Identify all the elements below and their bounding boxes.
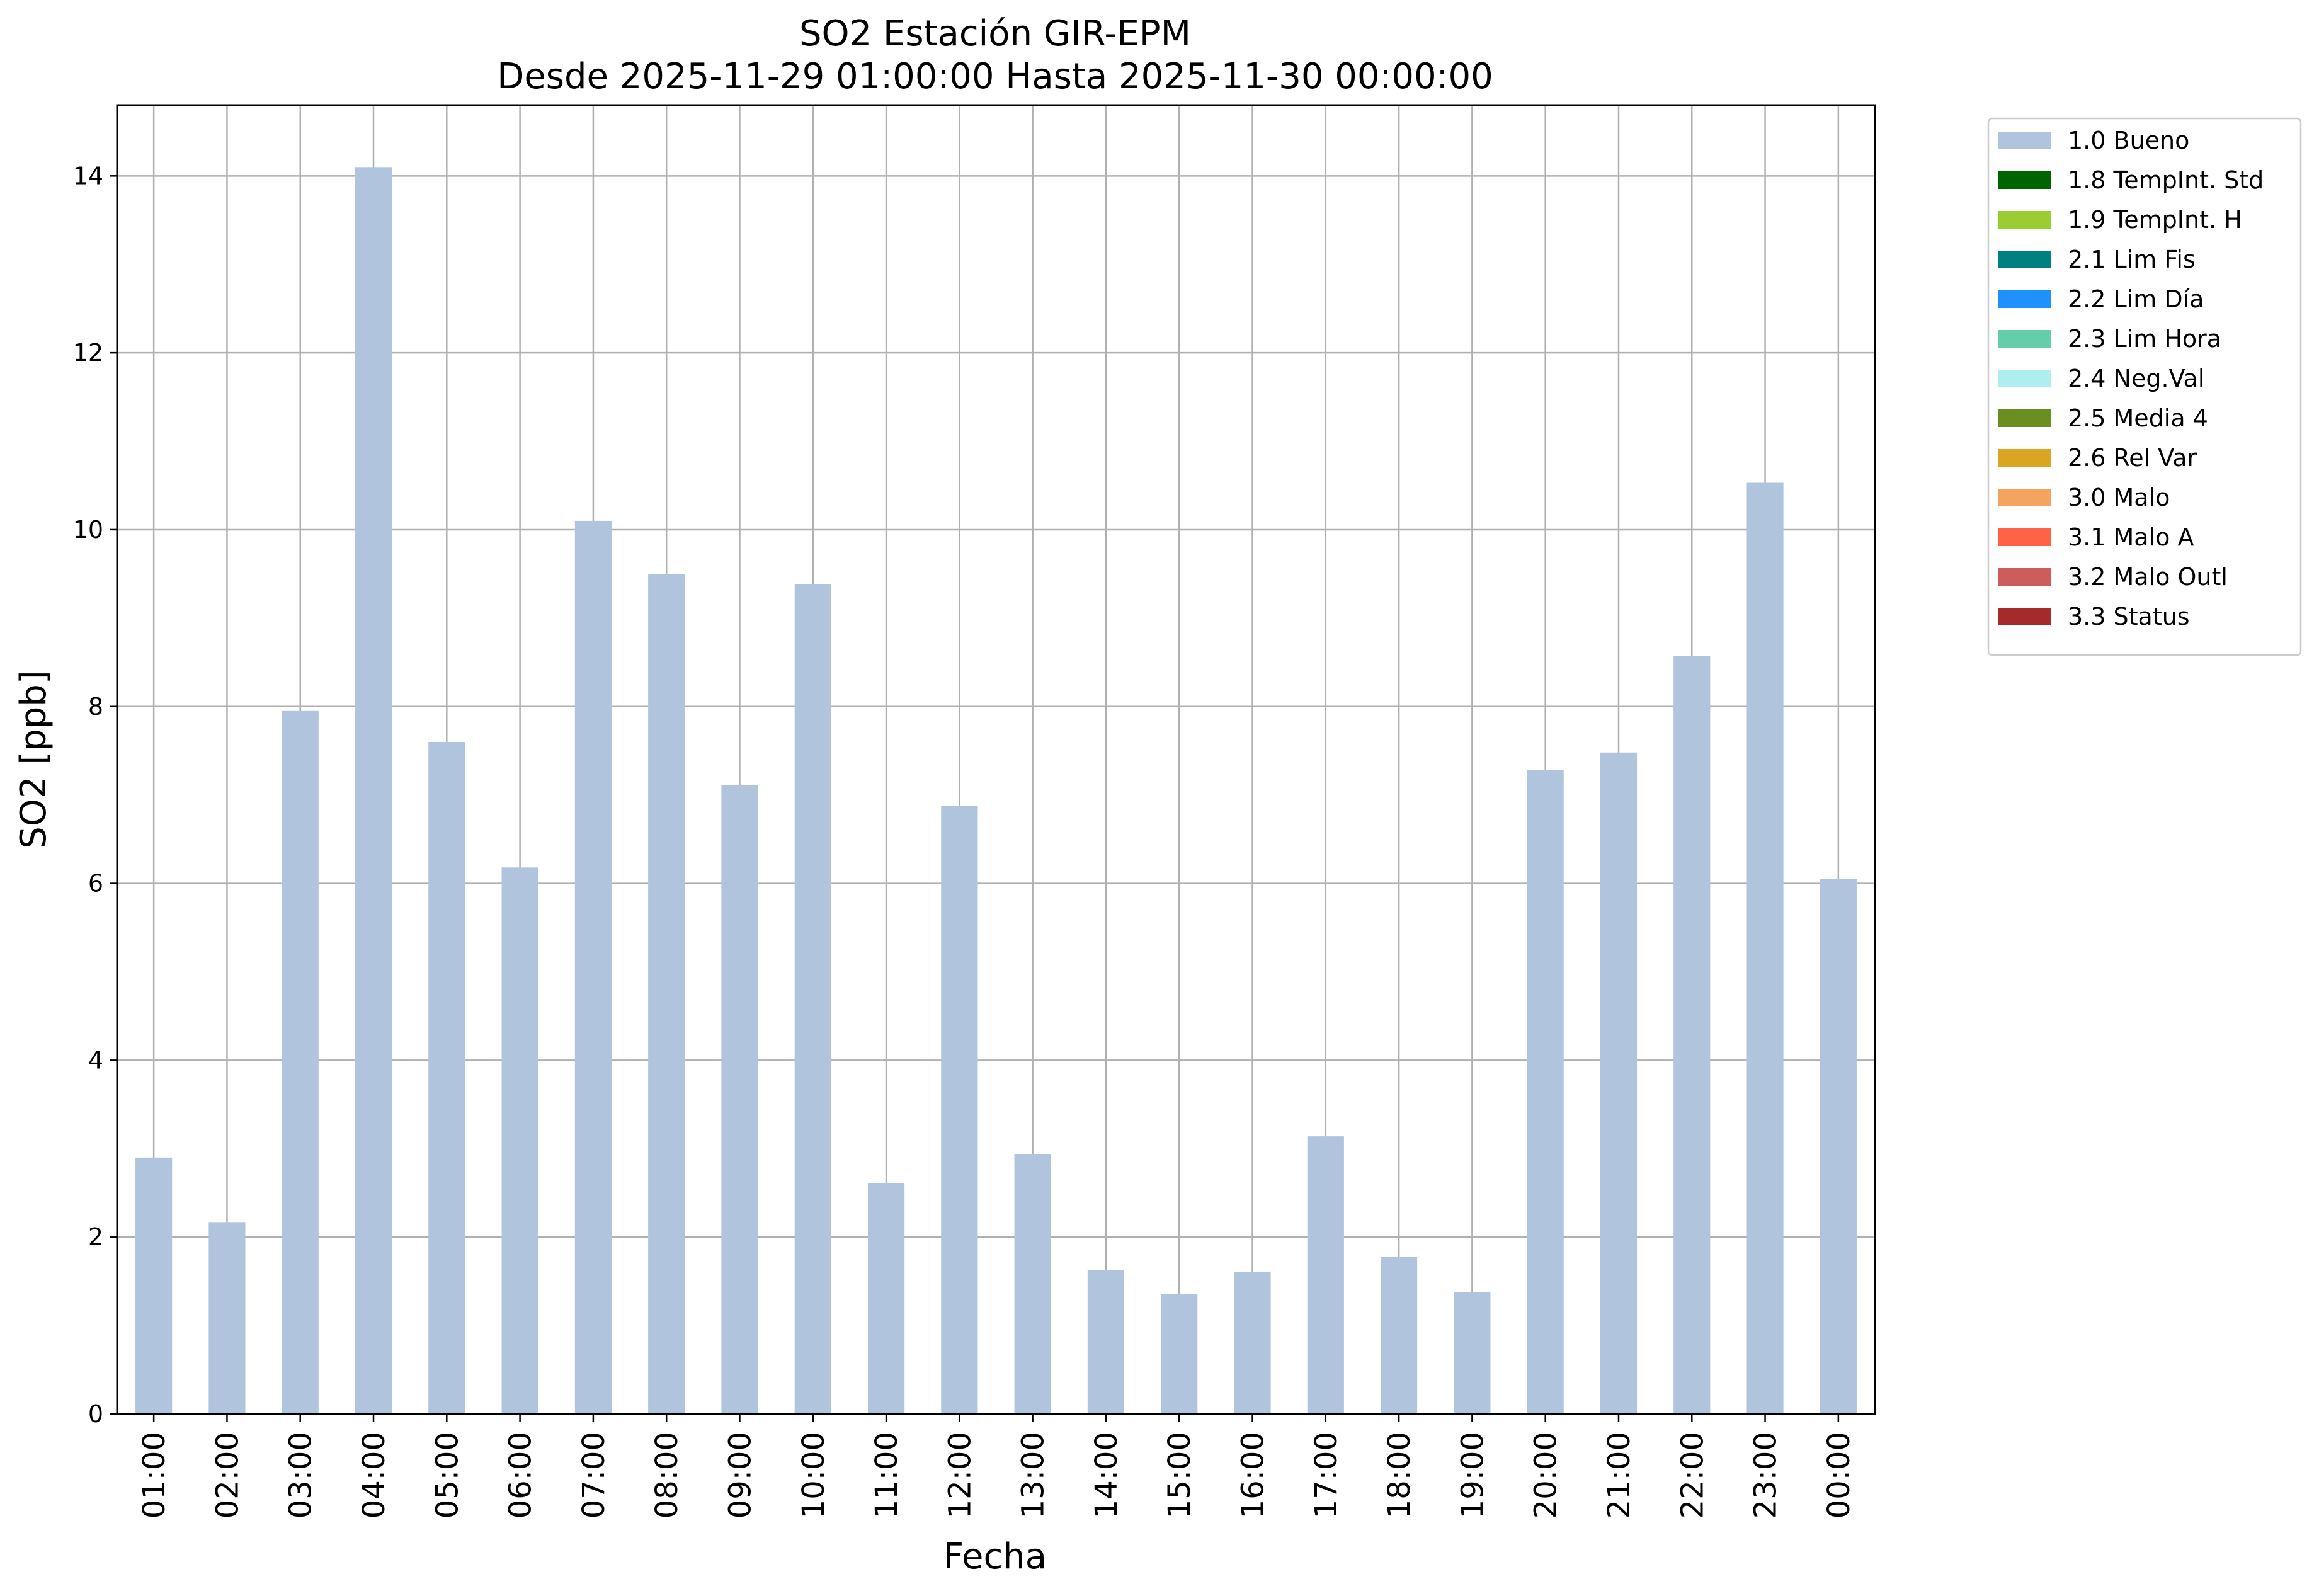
- legend-label: 2.6 Rel Var: [2068, 444, 2197, 472]
- legend-swatch: [1998, 330, 2051, 348]
- legend-label: 3.0 Malo: [2068, 484, 2170, 511]
- x-tick-label: 12:00: [942, 1432, 977, 1519]
- legend-label: 1.0 Bueno: [2068, 127, 2189, 154]
- legend-swatch: [1998, 251, 2051, 268]
- y-axis-label: SO2 [ppb]: [13, 670, 54, 848]
- x-tick-label: 21:00: [1602, 1432, 1637, 1519]
- bar: [1600, 752, 1638, 1414]
- legend-swatch: [1998, 489, 2051, 506]
- y-tick-label: 12: [73, 339, 103, 367]
- bar: [1673, 656, 1711, 1414]
- y-tick-label: 0: [88, 1400, 103, 1428]
- legend-swatch: [1998, 290, 2051, 308]
- x-tick-label: 11:00: [869, 1432, 904, 1519]
- y-tick-label: 8: [88, 693, 103, 721]
- legend-label: 2.2 Lim Día: [2068, 285, 2204, 313]
- x-tick-label: 09:00: [722, 1432, 758, 1519]
- legend-swatch: [1998, 608, 2051, 625]
- bar: [428, 741, 465, 1414]
- chart-title: SO2 Estación GIR-EPM: [799, 13, 1191, 54]
- x-tick-label: 05:00: [430, 1432, 465, 1519]
- bar: [941, 806, 978, 1414]
- legend-label: 1.8 TempInt. Std: [2068, 166, 2264, 194]
- chart-subtitle: Desde 2025-11-29 01:00:00 Hasta 2025-11-…: [497, 56, 1493, 97]
- bar: [282, 710, 319, 1414]
- bar: [1746, 482, 1784, 1415]
- x-tick-label: 22:00: [1675, 1432, 1710, 1519]
- legend-swatch: [1998, 370, 2051, 387]
- legend-label: 3.3 Status: [2068, 603, 2190, 630]
- legend-swatch: [1998, 568, 2051, 586]
- x-tick-label: 03:00: [283, 1432, 319, 1519]
- x-tick-label: 01:00: [137, 1432, 172, 1519]
- x-tick-label: 04:00: [356, 1432, 392, 1519]
- x-tick-label: 16:00: [1236, 1432, 1271, 1519]
- bar: [135, 1157, 173, 1414]
- bar: [501, 867, 538, 1414]
- bar: [1307, 1136, 1344, 1414]
- x-tick-label: 17:00: [1309, 1432, 1344, 1519]
- x-tick-label: 18:00: [1382, 1432, 1417, 1519]
- bar: [721, 785, 758, 1414]
- x-tick-label: 00:00: [1821, 1432, 1857, 1519]
- bar: [648, 574, 685, 1414]
- bar: [1820, 879, 1857, 1414]
- x-tick-label: 14:00: [1089, 1432, 1124, 1519]
- bar: [1161, 1294, 1198, 1414]
- x-tick-label: 06:00: [503, 1432, 538, 1519]
- legend-swatch: [1998, 171, 2051, 189]
- bar: [1527, 770, 1564, 1414]
- y-tick-label: 10: [73, 516, 103, 544]
- bar: [867, 1183, 905, 1414]
- bar: [1087, 1270, 1125, 1414]
- x-tick-label: 10:00: [796, 1432, 831, 1519]
- bar: [1454, 1292, 1491, 1414]
- x-axis-ticks: 01:00 02:00 03:00 04:00 05:00 06:00 07:00 08:00…: [137, 1414, 1857, 1519]
- legend-label: 3.1 Malo A: [2068, 523, 2194, 551]
- y-tick-label: 4: [88, 1046, 103, 1074]
- bar: [794, 584, 831, 1414]
- x-tick-label: 19:00: [1455, 1432, 1490, 1519]
- x-tick-label: 15:00: [1162, 1432, 1197, 1519]
- legend-label: 2.3 Lim Hora: [2068, 325, 2221, 353]
- y-tick-label: 2: [88, 1223, 103, 1251]
- legend: 1.0 Bueno 1.8 TempInt. Std 1.9 TempInt. H 2…: [1987, 117, 2302, 656]
- bar: [1381, 1257, 1418, 1414]
- plot-frame: [116, 104, 1876, 1415]
- y-tick-label: 6: [88, 870, 103, 898]
- legend-label: 2.4 Neg.Val: [2068, 365, 2204, 392]
- legend-label: 3.2 Malo Outl: [2068, 563, 2228, 591]
- legend-label: 2.5 Media 4: [2068, 404, 2208, 432]
- x-tick-label: 02:00: [210, 1432, 245, 1519]
- legend-label: 2.1 Lim Fis: [2068, 246, 2196, 273]
- bar: [355, 167, 392, 1414]
- x-tick-label: 20:00: [1529, 1432, 1564, 1519]
- legend-swatch: [1998, 409, 2051, 427]
- legend-label: 1.9 TempInt. H: [2068, 206, 2242, 234]
- bar: [208, 1222, 246, 1414]
- x-tick-label: 07:00: [576, 1432, 612, 1519]
- bar: [1014, 1154, 1051, 1414]
- bar: [574, 520, 612, 1414]
- legend-frame: [1987, 117, 2302, 656]
- y-tick-label: 14: [73, 162, 103, 190]
- x-tick-label: 08:00: [649, 1432, 685, 1519]
- legend-swatch: [1998, 132, 2051, 149]
- legend-swatch: [1998, 449, 2051, 467]
- y-axis-ticks: 0 2 4 6 8 10 12 14: [73, 162, 117, 1428]
- legend-swatch: [1998, 211, 2051, 229]
- x-tick-label: 13:00: [1016, 1432, 1051, 1519]
- bar: [1234, 1271, 1271, 1414]
- bars: [135, 167, 1857, 1415]
- x-axis-label: Fecha: [943, 1536, 1047, 1577]
- legend-swatch: [1998, 528, 2051, 546]
- x-tick-label: 23:00: [1748, 1432, 1784, 1519]
